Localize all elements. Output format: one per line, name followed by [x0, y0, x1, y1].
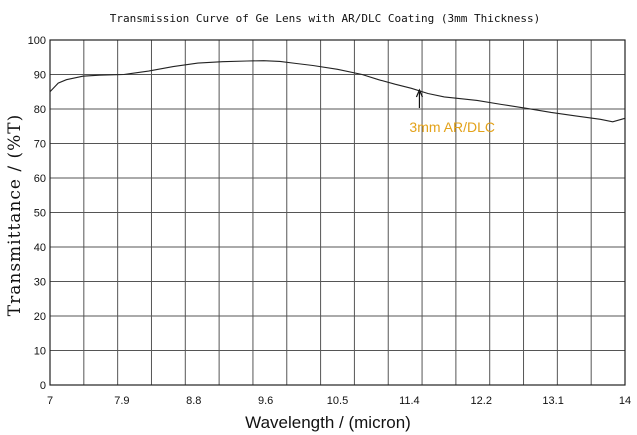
plot-frame: [49, 39, 626, 386]
x-tick-label: 7: [47, 395, 53, 407]
y-tick-label: 30: [34, 277, 46, 289]
y-tick-label: 100: [28, 35, 46, 47]
grid-lines: [50, 40, 625, 385]
y-tick-label: 90: [34, 70, 46, 82]
annotation-label: 3mm AR/DLC: [409, 119, 495, 135]
x-tick-label: 8.8: [186, 395, 201, 407]
annotation-layer: 3mm AR/DLC: [409, 88, 495, 135]
y-tick-label: 10: [34, 346, 46, 358]
y-tick-label: 80: [34, 104, 46, 116]
y-tick-label: 60: [34, 173, 46, 185]
x-tick-label: 14: [619, 395, 631, 407]
y-tick-label: 40: [34, 242, 46, 254]
x-axis-label: Wavelength / (micron): [245, 413, 411, 432]
x-tick-label: 7.9: [114, 395, 129, 407]
x-tick-label: 13.1: [542, 395, 563, 407]
transmission-curve: [49, 60, 626, 123]
y-tick-label: 0: [40, 380, 46, 392]
x-tick-label: 9.6: [258, 395, 273, 407]
x-tick-label: 10.5: [327, 395, 348, 407]
y-tick-label: 20: [34, 311, 46, 323]
y-tick-label: 50: [34, 208, 46, 220]
curve-layer: [49, 60, 626, 123]
y-tick-labels: 0 10 20 30 40 50 60 70 80 90 100: [28, 35, 46, 392]
chart-title: Transmission Curve of Ge Lens with AR/DL…: [110, 12, 540, 25]
y-tick-label: 70: [34, 139, 46, 151]
x-tick-label: 12.2: [471, 395, 492, 407]
x-tick-label: 11.4: [399, 395, 420, 407]
annotation-arrow-head: [415, 88, 423, 98]
x-tick-labels: 7 7.9 8.8 9.6 10.5 11.4 12.2 13.1 14: [47, 395, 631, 407]
y-axis-label: Transmittance / (%T): [5, 114, 25, 316]
